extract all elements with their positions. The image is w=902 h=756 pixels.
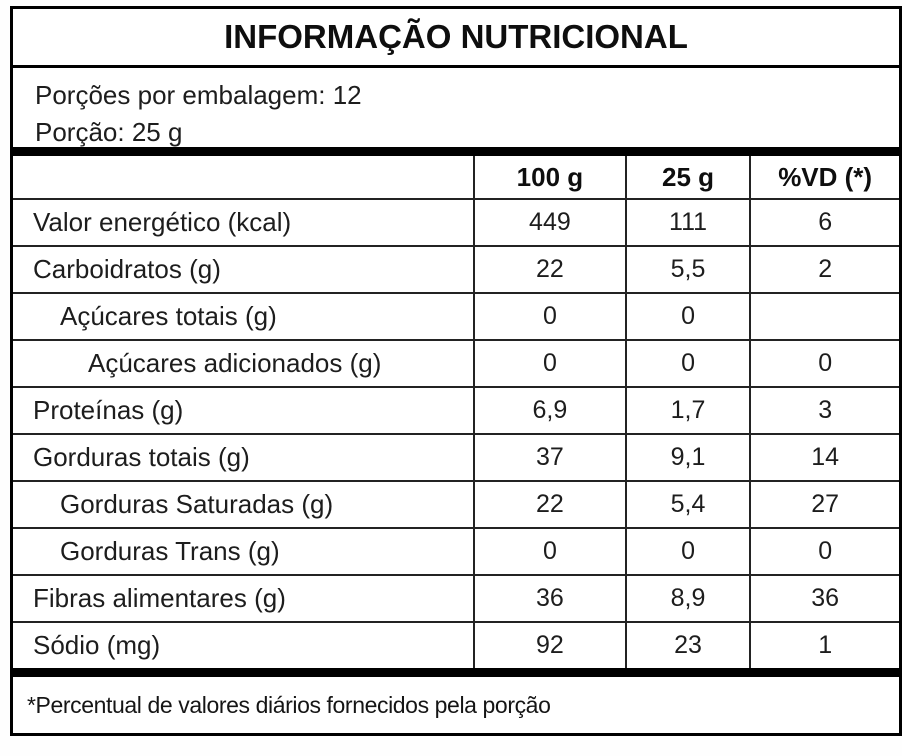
value-100g: 36	[473, 574, 627, 623]
serving-info: Porções por embalagem: 12 Porção: 25 g	[13, 68, 899, 156]
daily-value-footnote: *Percentual de valores diários fornecido…	[13, 668, 899, 733]
value-vd: 3	[749, 386, 899, 435]
nutrient-label: Açúcares totais (g)	[13, 292, 476, 341]
value-vd: 27	[749, 480, 899, 529]
column-header-vd: %VD (*)	[749, 156, 899, 200]
nutrient-label: Valor energético (kcal)	[13, 198, 476, 247]
nutrient-label: Carboidratos (g)	[13, 245, 476, 294]
table-row-gorduras-trans: Gorduras Trans (g) 0 0 0	[13, 527, 899, 576]
nutrient-label: Gorduras Saturadas (g)	[13, 480, 476, 529]
table-row-gorduras-totais: Gorduras totais (g) 37 9,1 14	[13, 433, 899, 482]
table-row-fibras: Fibras alimentares (g) 36 8,9 36	[13, 574, 899, 623]
value-100g: 22	[473, 245, 627, 294]
table-row-gorduras-saturadas: Gorduras Saturadas (g) 22 5,4 27	[13, 480, 899, 529]
nutrient-label: Açúcares adicionados (g)	[13, 339, 476, 388]
table-row-valor-energetico: Valor energético (kcal) 449 111 6	[13, 198, 899, 247]
value-25g: 111	[624, 198, 752, 247]
nutrient-label: Sódio (mg)	[13, 621, 476, 668]
value-100g: 6,9	[473, 386, 627, 435]
value-25g: 5,4	[624, 480, 752, 529]
value-25g: 8,9	[624, 574, 752, 623]
table-row-sodio: Sódio (mg) 92 23 1	[13, 621, 899, 668]
value-100g: 22	[473, 480, 627, 529]
serving-size: Porção: 25 g	[35, 117, 183, 147]
value-25g: 9,1	[624, 433, 752, 482]
label-title: INFORMAÇÃO NUTRICIONAL	[13, 9, 899, 68]
value-25g: 0	[624, 339, 752, 388]
nutrient-label: Proteínas (g)	[13, 386, 476, 435]
value-100g: 37	[473, 433, 627, 482]
nutrient-label: Gorduras Trans (g)	[13, 527, 476, 576]
table-row-proteinas: Proteínas (g) 6,9 1,7 3	[13, 386, 899, 435]
value-100g: 0	[473, 339, 627, 388]
value-100g: 0	[473, 292, 627, 341]
nutrition-table: 100 g 25 g %VD (*) Valor energético (kca…	[13, 156, 899, 668]
value-vd: 0	[749, 527, 899, 576]
value-25g: 0	[624, 527, 752, 576]
value-100g: 0	[473, 527, 627, 576]
table-row-acucares-adicionados: Açúcares adicionados (g) 0 0 0	[13, 339, 899, 388]
value-25g: 23	[624, 621, 752, 668]
value-vd: 6	[749, 198, 899, 247]
table-row-carboidratos: Carboidratos (g) 22 5,5 2	[13, 245, 899, 294]
value-100g: 449	[473, 198, 627, 247]
servings-per-package: Porções por embalagem: 12	[35, 80, 362, 110]
column-header-nutrient	[13, 156, 476, 200]
value-vd: 36	[749, 574, 899, 623]
value-25g: 1,7	[624, 386, 752, 435]
table-header-row: 100 g 25 g %VD (*)	[13, 156, 899, 200]
column-header-25g: 25 g	[624, 156, 752, 200]
value-vd: 1	[749, 621, 899, 668]
column-header-100g: 100 g	[473, 156, 627, 200]
value-vd: 0	[749, 339, 899, 388]
value-vd	[749, 292, 899, 341]
value-vd: 14	[749, 433, 899, 482]
nutrient-label: Gorduras totais (g)	[13, 433, 476, 482]
value-vd: 2	[749, 245, 899, 294]
table-row-acucares-totais: Açúcares totais (g) 0 0	[13, 292, 899, 341]
value-100g: 92	[473, 621, 627, 668]
nutrient-label: Fibras alimentares (g)	[13, 574, 476, 623]
value-25g: 0	[624, 292, 752, 341]
value-25g: 5,5	[624, 245, 752, 294]
nutrition-label: INFORMAÇÃO NUTRICIONAL Porções por embal…	[10, 6, 902, 736]
